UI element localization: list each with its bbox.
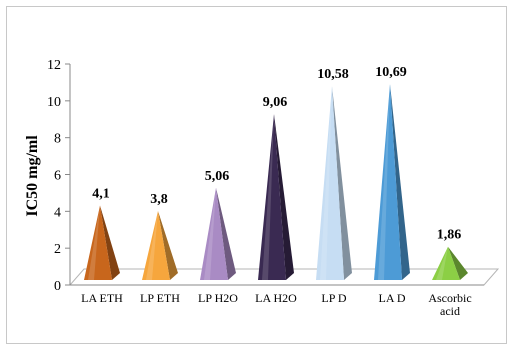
bar-side-face: [100, 205, 120, 280]
bar-highlight: [436, 246, 448, 280]
bar-highlight: [320, 86, 332, 280]
bar-front-face: [316, 86, 344, 280]
y-tick-label: 2: [54, 242, 61, 257]
y-tick-label: 4: [54, 205, 61, 220]
y-tick-label: 6: [54, 169, 61, 184]
bar: [84, 205, 120, 280]
data-label: 9,06: [263, 95, 288, 110]
bar: [374, 84, 410, 281]
category-label: LP D: [321, 291, 347, 305]
bar-side-face: [448, 246, 468, 280]
chart-bars: [84, 84, 468, 281]
bar-side-face: [390, 84, 410, 281]
bar: [142, 211, 178, 280]
category-label: LA H2O: [255, 291, 297, 305]
category-label: LA D: [379, 291, 406, 305]
bar-side-face: [158, 211, 178, 280]
category-label: LP ETH: [140, 291, 180, 305]
bar: [258, 114, 294, 281]
bar-highlight: [378, 84, 390, 281]
category-label: LA ETH: [81, 291, 123, 305]
bar-highlight: [262, 114, 274, 281]
bar-highlight: [146, 211, 158, 280]
bar-side-face: [274, 114, 294, 281]
category-label: Ascorbic acid: [428, 291, 471, 318]
bar-side-face: [216, 187, 236, 280]
bar: [316, 86, 352, 280]
chart-frame: [6, 6, 507, 344]
data-label: 10,58: [317, 67, 349, 82]
bar: [200, 187, 236, 280]
bar-highlight: [204, 187, 216, 280]
category-label: LP H2O: [198, 291, 238, 305]
data-label: 10,69: [375, 65, 407, 80]
data-label: 3,8: [150, 192, 168, 207]
data-label: 1,86: [437, 228, 462, 243]
bar-highlight: [88, 205, 100, 280]
y-tick-label: 10: [47, 95, 61, 110]
y-axis-label: IC50 mg/ml: [24, 135, 41, 217]
y-tick-label: 0: [54, 279, 61, 294]
data-label: 5,06: [205, 169, 230, 184]
chart-labels: 4,1 LA ETH 3,8 LP ETH 5,06 LP H2O 9,06 LA H2O 10…: [81, 65, 472, 318]
bar-front-face: [142, 211, 170, 280]
bar: [432, 246, 468, 280]
y-tick-label: 12: [47, 58, 61, 73]
bar-side-face: [332, 86, 352, 280]
y-tick-label: 8: [54, 132, 61, 147]
bar-front-face: [200, 187, 228, 280]
data-label: 4,1: [92, 186, 110, 201]
